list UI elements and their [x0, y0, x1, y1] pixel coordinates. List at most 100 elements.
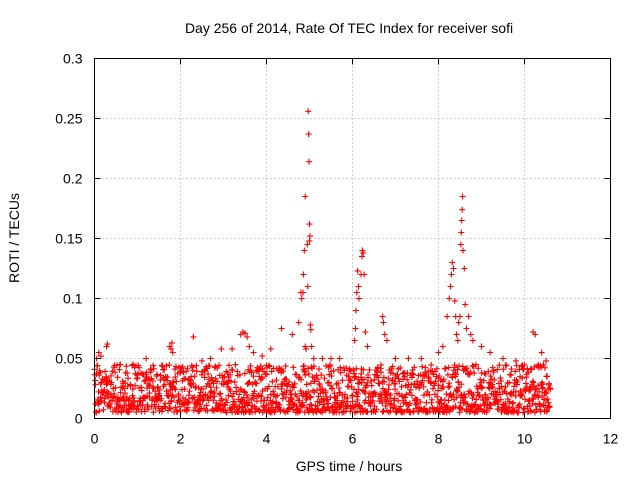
- data-point: [510, 404, 517, 411]
- data-point: [318, 372, 325, 379]
- data-point: [412, 401, 419, 408]
- data-point: [236, 371, 243, 378]
- data-point: [255, 406, 262, 413]
- data-point: [404, 376, 411, 383]
- data-point: [168, 398, 175, 405]
- data-point: [118, 384, 125, 391]
- data-point: [154, 371, 161, 378]
- data-point: [532, 386, 539, 393]
- data-point: [104, 388, 111, 395]
- data-point: [386, 381, 393, 388]
- data-point: [392, 355, 399, 362]
- data-point: [355, 295, 362, 302]
- data-point: [375, 374, 382, 381]
- data-point: [191, 373, 198, 380]
- data-point: [320, 401, 327, 408]
- data-point: [113, 362, 120, 369]
- data-point: [371, 403, 378, 410]
- data-point: [366, 366, 373, 373]
- data-point: [122, 396, 129, 403]
- data-point: [429, 385, 436, 392]
- data-point: [131, 397, 138, 404]
- data-point: [368, 382, 375, 389]
- data-point: [159, 363, 166, 370]
- data-point: [530, 396, 537, 403]
- data-point: [387, 408, 394, 415]
- data-point: [539, 381, 546, 388]
- data-point: [449, 374, 456, 381]
- data-point: [183, 368, 190, 375]
- data-point: [522, 380, 529, 387]
- data-point: [210, 380, 217, 387]
- data-point: [498, 377, 505, 384]
- data-point: [193, 368, 200, 375]
- data-point: [403, 391, 410, 398]
- data-point: [248, 369, 255, 376]
- data-point: [512, 357, 519, 364]
- data-point: [276, 401, 283, 408]
- data-point: [412, 384, 419, 391]
- data-point: [378, 391, 385, 398]
- data-point: [444, 371, 451, 378]
- data-point: [396, 378, 403, 385]
- data-point: [290, 364, 297, 371]
- data-point: [115, 405, 122, 412]
- y-tick-label: 0.25: [55, 111, 82, 127]
- data-point: [354, 408, 361, 415]
- data-point: [168, 397, 175, 404]
- data-point: [510, 399, 517, 406]
- data-point: [187, 381, 194, 388]
- data-point: [543, 357, 549, 364]
- data-point: [445, 384, 452, 391]
- data-point: [547, 386, 554, 393]
- data-point: [225, 392, 232, 399]
- data-point: [201, 368, 208, 375]
- data-point: [285, 405, 292, 412]
- chart-title: Day 256 of 2014, Rate Of TEC Index for r…: [185, 20, 513, 36]
- data-point: [527, 365, 534, 372]
- data-point: [298, 295, 305, 302]
- data-point: [149, 377, 156, 384]
- data-point: [539, 392, 546, 399]
- data-point: [475, 365, 482, 372]
- data-point: [182, 375, 189, 382]
- data-point: [117, 389, 124, 396]
- data-point: [360, 366, 367, 373]
- data-point: [383, 337, 390, 344]
- data-point: [203, 402, 210, 409]
- data-point: [265, 402, 272, 409]
- data-point: [95, 349, 102, 356]
- y-tick-label: 0.3: [63, 51, 83, 67]
- data-point: [165, 390, 172, 397]
- data-point: [407, 386, 414, 393]
- data-point: [418, 355, 425, 362]
- data-point: [446, 383, 453, 390]
- data-point: [447, 390, 454, 397]
- data-point: [319, 355, 326, 362]
- data-point: [327, 363, 334, 370]
- data-point: [434, 393, 441, 400]
- data-point: [367, 394, 374, 401]
- data-point: [368, 377, 375, 384]
- data-point: [352, 373, 359, 380]
- data-point: [256, 366, 263, 373]
- data-point: [122, 390, 129, 397]
- data-point: [347, 408, 354, 415]
- data-point: [100, 406, 107, 413]
- data-point: [202, 391, 209, 398]
- data-point: [481, 370, 488, 377]
- data-point: [473, 396, 480, 403]
- data-point: [497, 396, 504, 403]
- data-point: [545, 399, 552, 406]
- data-point: [184, 365, 191, 372]
- data-point: [385, 375, 392, 382]
- data-point: [461, 391, 468, 398]
- data-point: [97, 394, 104, 401]
- data-point: [487, 373, 494, 380]
- data-point: [436, 373, 443, 380]
- data-point: [498, 383, 505, 390]
- data-point: [132, 382, 139, 389]
- data-point: [361, 376, 368, 383]
- data-point: [447, 283, 454, 290]
- data-point: [329, 385, 336, 392]
